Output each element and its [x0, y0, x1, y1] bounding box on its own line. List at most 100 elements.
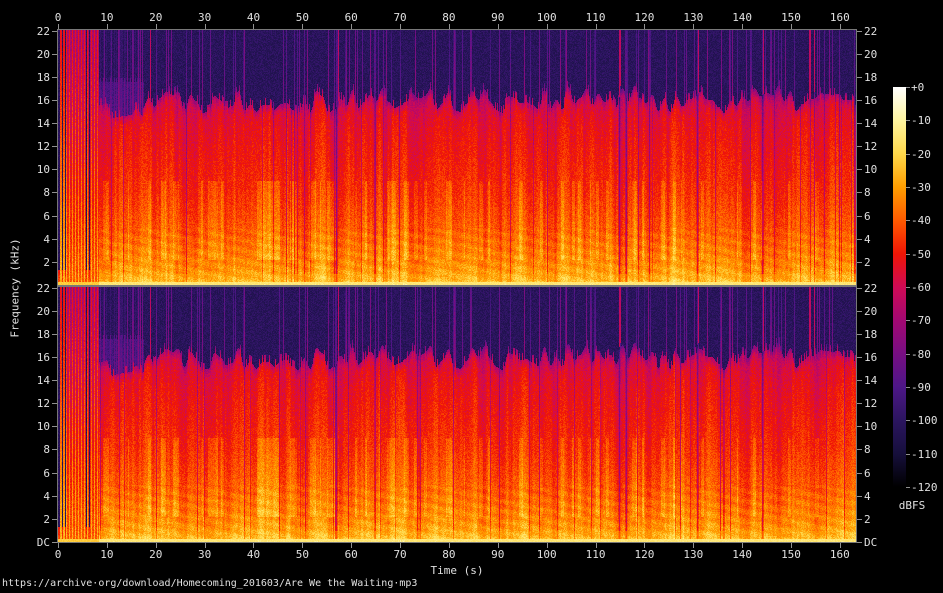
time-tick-label-bottom: 80 — [442, 548, 456, 561]
freq-tick-mark-left — [52, 473, 57, 474]
freq-tick-label-left: 10 — [36, 420, 50, 434]
freq-tick-mark-left — [52, 192, 57, 193]
colorbar-tick-mark — [906, 487, 910, 488]
freq-tick-label-right: 18 — [864, 327, 878, 341]
freq-tick-label-right: 20 — [864, 304, 878, 318]
colorbar-title: dBFS — [898, 499, 926, 512]
freq-tick-mark-right — [857, 77, 862, 78]
freq-tick-mark-right — [857, 288, 862, 289]
freq-tick-label-right: 10 — [864, 163, 878, 177]
time-tick-label-bottom: 140 — [732, 548, 753, 561]
freq-tick-mark-right — [857, 192, 862, 193]
freq-tick-mark-right — [857, 403, 862, 404]
spectrogram-channel-2-canvas — [57, 286, 857, 543]
freq-tick-mark-left — [52, 334, 57, 335]
colorbar-tick-label: -40 — [911, 214, 931, 228]
freq-tick-label-left: 18 — [36, 327, 50, 341]
freq-tick-label-right: 8 — [864, 443, 871, 457]
freq-tick-label-right: 6 — [864, 466, 871, 480]
time-tick-mark-bottom — [107, 543, 108, 548]
colorbar-tick-label: -120 — [911, 481, 938, 494]
freq-tick-mark-right — [857, 542, 862, 543]
freq-tick-label-left: 14 — [36, 117, 50, 131]
time-tick-label-bottom: 10 — [100, 548, 114, 561]
time-tick-mark-top — [693, 24, 694, 29]
time-tick-label-bottom: 150 — [781, 548, 801, 561]
time-tick-label-top: 40 — [246, 11, 261, 24]
time-tick-label-bottom: 120 — [634, 548, 655, 561]
time-tick-mark-bottom — [693, 543, 694, 548]
freq-tick-label-right: 18 — [864, 70, 878, 84]
time-tick-label-bottom: 30 — [197, 548, 212, 561]
freq-tick-label-left: 20 — [36, 304, 50, 318]
time-tick-label-top: 90 — [491, 11, 505, 24]
freq-tick-label-left: 4 — [43, 489, 50, 503]
time-tick-label-bottom: 110 — [585, 548, 606, 561]
colorbar-tick-mark — [906, 120, 910, 121]
freq-tick-label-right: 14 — [864, 374, 878, 388]
freq-tick-mark-right — [857, 31, 862, 32]
time-tick-mark-top — [840, 24, 841, 29]
freq-tick-mark-right — [857, 100, 862, 101]
colorbar-tick-label: -30 — [911, 181, 931, 194]
time-tick-label-bottom: 0 — [54, 548, 62, 561]
time-tick-mark-top — [644, 24, 645, 29]
colorbar-tick-mark — [906, 154, 910, 155]
time-tick-mark-top — [742, 24, 743, 29]
time-tick-label-bottom: 130 — [683, 548, 704, 561]
freq-tick-mark-left — [52, 146, 57, 147]
time-tick-mark-bottom — [547, 543, 548, 548]
time-tick-mark-bottom — [351, 543, 352, 548]
freq-tick-label-left: DC — [36, 536, 50, 549]
time-tick-label-bottom: 70 — [393, 548, 407, 561]
freq-tick-label-left: 6 — [43, 209, 50, 223]
time-tick-mark-bottom — [58, 543, 59, 548]
time-tick-label-bottom: 160 — [829, 548, 850, 561]
freq-tick-label-left: 8 — [43, 443, 50, 457]
freq-tick-label-right: 22 — [864, 281, 878, 295]
freq-tick-label-right: 16 — [864, 93, 878, 107]
colorbar-tick-label: -90 — [911, 381, 931, 394]
freq-tick-label-left: 14 — [36, 374, 50, 388]
colorbar-tick-mark — [906, 187, 910, 188]
freq-tick-mark-right — [857, 216, 862, 217]
freq-tick-mark-left — [52, 262, 57, 263]
time-tick-mark-bottom — [302, 543, 303, 548]
time-tick-label-top: 80 — [442, 11, 456, 24]
time-tick-mark-top — [449, 24, 450, 29]
freq-tick-mark-left — [52, 216, 57, 217]
freq-tick-mark-right — [857, 239, 862, 240]
freq-tick-label-right: 4 — [864, 232, 871, 246]
time-tick-mark-top — [351, 24, 352, 29]
time-tick-mark-bottom — [498, 543, 499, 548]
colorbar-tick-mark — [906, 454, 910, 455]
freq-tick-mark-left — [52, 54, 57, 55]
freq-tick-mark-left — [52, 542, 57, 543]
time-tick-label-top: 160 — [829, 11, 850, 24]
freq-tick-mark-left — [52, 449, 57, 450]
colorbar-tick-label: -60 — [911, 281, 931, 294]
freq-tick-mark-left — [52, 100, 57, 101]
freq-tick-label-left: 18 — [36, 70, 50, 84]
freq-tick-label-right: 20 — [864, 47, 878, 61]
colorbar-tick-label: -10 — [911, 114, 931, 128]
time-tick-mark-bottom — [449, 543, 450, 548]
time-tick-label-top: 150 — [781, 11, 801, 24]
freq-tick-label-left: 4 — [43, 232, 50, 246]
colorbar-tick-mark — [906, 87, 910, 88]
time-tick-label-top: 70 — [393, 11, 407, 24]
time-tick-label-top: 50 — [295, 11, 309, 24]
freq-tick-label-right: 12 — [864, 140, 878, 154]
time-tick-mark-bottom — [253, 543, 254, 548]
freq-tick-label-right: 2 — [864, 512, 871, 526]
time-tick-label-bottom: 60 — [344, 548, 358, 561]
time-tick-mark-top — [596, 24, 597, 29]
time-tick-mark-bottom — [156, 543, 157, 548]
freq-tick-mark-right — [857, 54, 862, 55]
spectrogram-channel-1-canvas — [57, 29, 857, 286]
time-tick-label-top: 120 — [634, 11, 655, 24]
time-tick-mark-top — [156, 24, 157, 29]
colorbar-tick-label: -100 — [911, 414, 938, 428]
time-tick-label-top: 0 — [54, 11, 62, 24]
